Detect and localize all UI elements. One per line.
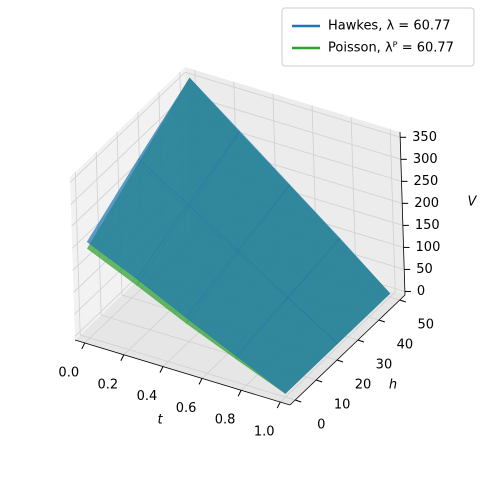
x-tick xyxy=(276,401,281,409)
y-tick-label: 50 xyxy=(417,318,434,333)
axis-line xyxy=(289,294,406,406)
legend-label: Hawkes, λ = 60.77 xyxy=(328,19,451,34)
x-tick-label: 0.8 xyxy=(215,413,236,428)
grid-line xyxy=(70,94,187,205)
z-tick-label: 50 xyxy=(416,262,433,277)
x-tick-label: 0.4 xyxy=(137,389,158,404)
y-tick xyxy=(378,319,386,323)
x-tick-label: 0.6 xyxy=(176,401,197,416)
y-tick xyxy=(357,339,365,343)
y-tick-label: 30 xyxy=(376,358,393,373)
x-tick xyxy=(81,342,86,350)
x-tick-label: 0.0 xyxy=(58,365,79,380)
x-axis-label: t xyxy=(157,413,163,428)
z-tick-label: 150 xyxy=(415,218,440,233)
grid-line xyxy=(185,93,401,160)
z-tick-label: 300 xyxy=(413,152,438,167)
y-axis-label: h xyxy=(389,378,397,393)
z-tick-label: 0 xyxy=(417,284,425,299)
z-tick-label: 250 xyxy=(414,174,439,189)
grid-line xyxy=(279,291,396,403)
z-tick-label: 100 xyxy=(416,240,441,255)
z-tick-label: 350 xyxy=(412,130,437,145)
surface-cell xyxy=(235,296,339,394)
grid-line xyxy=(185,71,401,138)
y-tick xyxy=(315,379,323,383)
x-tick xyxy=(198,378,203,385)
legend-box xyxy=(281,7,475,67)
x-tick xyxy=(237,390,242,397)
y-tick xyxy=(336,359,344,363)
x-tick xyxy=(159,366,164,373)
x-tick xyxy=(120,354,125,361)
axis-line xyxy=(74,339,291,406)
legend: Hawkes, λ = 60.77 Poisson, λᴾ = 60.77 xyxy=(281,7,475,67)
y-tick-label: 0 xyxy=(317,418,325,433)
axis-line xyxy=(399,131,406,296)
x-tick-label: 0.2 xyxy=(98,377,119,392)
grid-line xyxy=(69,71,186,183)
surfaces xyxy=(86,77,391,394)
z-axis-label: V xyxy=(468,195,478,210)
y-tick-label: 20 xyxy=(355,378,372,393)
z-tick-label: 200 xyxy=(414,196,439,211)
y-tick-label: 10 xyxy=(334,398,351,413)
y-tick xyxy=(399,299,406,303)
y-tick-label: 40 xyxy=(397,338,414,353)
y-tick xyxy=(295,399,302,403)
legend-label: Poisson, λᴾ = 60.77 xyxy=(328,41,454,56)
grid-line xyxy=(80,334,296,401)
x-tick-label: 1.0 xyxy=(254,425,275,440)
